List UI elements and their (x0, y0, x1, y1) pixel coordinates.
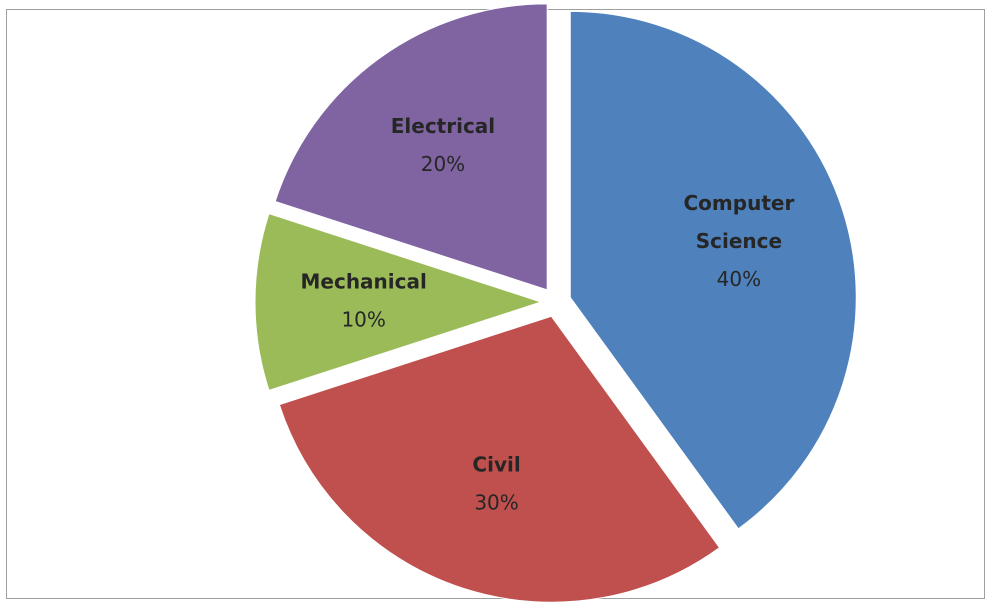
slice-name-text: Computer (684, 191, 795, 215)
pie-label-computer-science: Computer Science 40% (684, 191, 795, 291)
slice-name-text: Science (696, 229, 782, 253)
pie-label-civil: Civil 30% (472, 452, 520, 514)
slice-percent-text: 10% (341, 308, 385, 332)
slice-percent-text: 40% (717, 267, 761, 291)
pie-label-mechanical: Mechanical 10% (301, 270, 427, 332)
pie-label-electrical: Electrical 20% (391, 114, 495, 176)
slice-percent-text: 30% (474, 490, 518, 514)
pie-slice-mechanical (254, 212, 543, 392)
slice-name-text: Civil (472, 452, 520, 476)
slice-name-text: Mechanical (301, 270, 427, 294)
pie-slice-computer-science (569, 10, 857, 530)
slice-name-text: Electrical (391, 114, 495, 138)
pie-slice-electrical (274, 3, 548, 291)
pie-slices (254, 3, 857, 603)
slice-percent-text: 20% (421, 152, 465, 176)
pie-labels: Computer Science 40% Civil 30% Mechanical 10% E… (301, 114, 795, 515)
pie-slice-civil (278, 315, 721, 603)
